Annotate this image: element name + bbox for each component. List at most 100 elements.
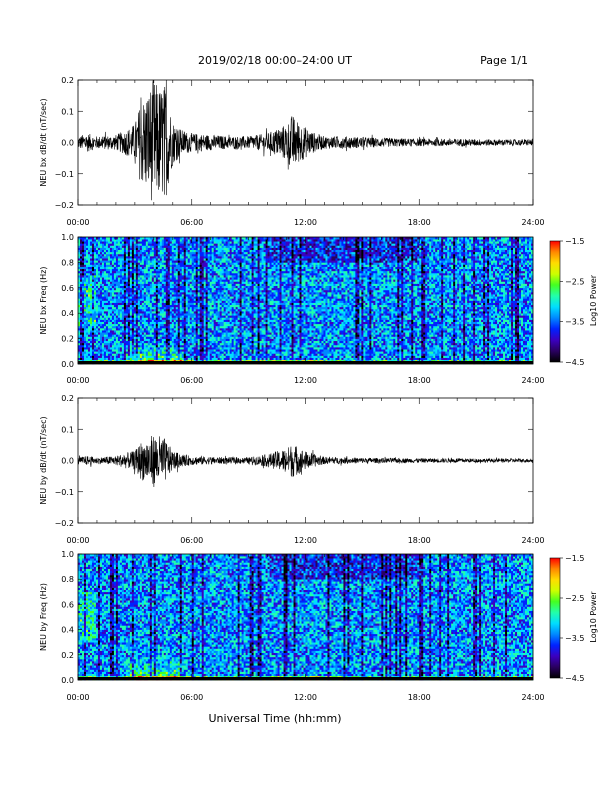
- spectrogram-cell: [179, 279, 183, 282]
- spectrogram-cell: [179, 328, 183, 331]
- spectrogram-cell: [213, 249, 216, 253]
- spectrogram-cell: [117, 304, 121, 308]
- spectrogram-cell: [195, 243, 199, 246]
- spectrogram-cell: [225, 243, 228, 246]
- spectrogram-cell: [141, 353, 145, 356]
- spectrogram-cell: [203, 357, 207, 361]
- spectrogram-cell: [227, 281, 230, 284]
- spectrogram-cell: [101, 268, 105, 272]
- spectrogram-cell: [123, 330, 127, 333]
- spectrogram-cell: [187, 245, 191, 248]
- spectrogram-cell: [211, 251, 215, 255]
- spectrogram-cell: [115, 308, 119, 312]
- spectrogram-cell: [233, 251, 236, 255]
- spectrogram-cell: [171, 313, 175, 316]
- spectrogram-cell: [161, 353, 165, 356]
- spectrogram-cell: [97, 253, 101, 257]
- spectrogram-cell: [83, 351, 87, 354]
- spectrogram-cell: [101, 351, 105, 354]
- spectrogram-cell: [141, 336, 145, 339]
- spectrogram-cell: [197, 349, 201, 352]
- spectrogram-cell: [195, 334, 199, 337]
- spectrogram-cell: [111, 256, 115, 259]
- spectrogram-cell: [147, 359, 151, 363]
- spectrogram-cell: [219, 283, 222, 286]
- spectrogram-cell: [159, 330, 163, 333]
- spectrogram-cell: [97, 315, 101, 318]
- spectrogram-cell: [199, 253, 203, 257]
- spectrogram-cell: [115, 344, 119, 348]
- spectrogram-cell: [101, 330, 105, 333]
- spectrogram-cell: [217, 328, 220, 331]
- spectrogram-cell: [213, 334, 216, 337]
- spectrogram-cell: [151, 262, 155, 265]
- spectrogram-cell: [165, 237, 169, 240]
- spectrogram-cell: [233, 300, 236, 303]
- spectrogram-cell: [179, 270, 183, 274]
- spectrogram-cell: [117, 298, 121, 301]
- spectrogram-cell: [197, 355, 201, 358]
- spectrogram-cell: [191, 359, 195, 363]
- spectrogram-cell: [235, 251, 238, 255]
- spectrogram-cell: [233, 315, 236, 318]
- spectrogram-cell: [123, 239, 127, 242]
- spectrogram-cell: [109, 321, 113, 325]
- spectrogram-cell: [89, 243, 93, 246]
- spectrogram-cell: [177, 319, 181, 322]
- spectrogram-cell: [207, 292, 211, 295]
- spectrogram-cell: [229, 258, 232, 261]
- spectrogram-cell: [119, 304, 123, 308]
- spectrogram-cell: [155, 332, 159, 335]
- spectrogram-cell: [147, 256, 151, 259]
- spectrogram-cell: [223, 253, 226, 257]
- spectrogram-cell: [207, 256, 211, 259]
- spectrogram-cell: [179, 294, 183, 297]
- spectrogram-cell: [157, 279, 161, 282]
- spectrogram-cell: [115, 268, 119, 272]
- spectrogram-cell: [163, 351, 167, 354]
- spectrogram-cell: [233, 237, 236, 240]
- spectrogram-cell: [91, 311, 95, 314]
- spectrogram-cell: [167, 275, 171, 278]
- spectrogram-cell: [137, 287, 141, 291]
- spectrogram-cell: [145, 353, 149, 356]
- spectrogram-cell: [143, 279, 147, 282]
- spectrogram-cell: [179, 353, 183, 356]
- spectrogram-cell: [93, 311, 97, 314]
- spectrogram-cell: [85, 342, 89, 346]
- spectrogram-cell: [113, 306, 117, 310]
- spectrogram-cell: [199, 289, 203, 293]
- spectrogram-cell: [127, 275, 131, 278]
- spectrogram-cell: [133, 281, 137, 284]
- spectrogram-cell: [167, 256, 171, 259]
- spectrogram-cell: [153, 256, 157, 259]
- spectrogram-cell: [183, 344, 187, 348]
- spectrogram-cell: [141, 272, 145, 276]
- spectrogram-cell: [219, 268, 222, 272]
- spectrogram-cell: [78, 251, 81, 255]
- spectrogram-cell: [207, 249, 211, 253]
- spectrogram-cell: [167, 336, 171, 339]
- spectrogram-cell: [99, 336, 103, 339]
- spectrogram-cell: [235, 283, 238, 286]
- spectrogram-cell: [227, 298, 230, 301]
- spectrogram-cell: [239, 241, 242, 244]
- spectrogram-cell: [229, 319, 232, 322]
- spectrogram-cell: [103, 302, 107, 306]
- spectrogram-cell: [99, 308, 103, 312]
- spectrogram-cell: [237, 319, 240, 322]
- spectrogram-cell: [139, 351, 143, 354]
- spectrogram-cell: [239, 344, 242, 348]
- spectrogram-cell: [103, 243, 107, 246]
- spectrogram-cell: [239, 279, 242, 282]
- spectrogram-cell: [97, 304, 101, 308]
- spectrogram-cell: [183, 258, 187, 261]
- spectrogram-cell: [113, 266, 117, 270]
- spectrogram-cell: [95, 349, 99, 352]
- spectrogram-cell: [137, 294, 141, 297]
- spectrogram-cell: [183, 353, 187, 356]
- spectrogram-cell: [169, 262, 173, 265]
- spectrogram-cell: [121, 338, 125, 342]
- spectrogram-cell: [155, 283, 159, 286]
- spectrogram-cell: [199, 325, 203, 329]
